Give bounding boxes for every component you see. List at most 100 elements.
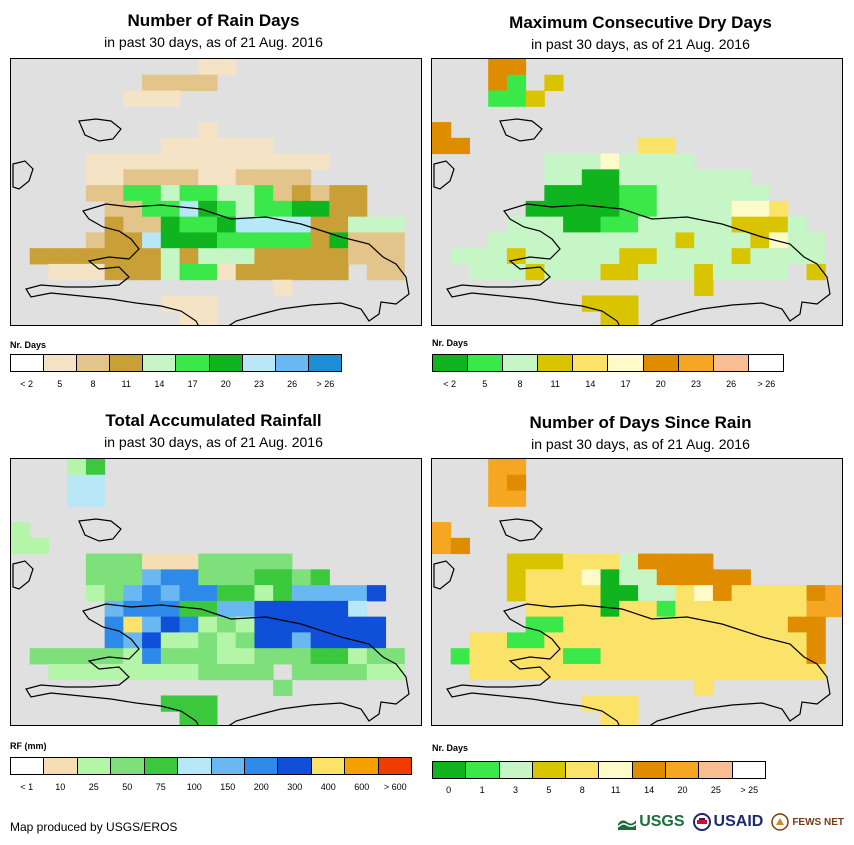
grid-cell bbox=[769, 663, 789, 681]
grid-cell bbox=[235, 616, 255, 633]
grid-cell bbox=[787, 616, 808, 633]
grid-cell bbox=[217, 248, 237, 265]
grid-cell bbox=[694, 600, 714, 618]
grid-cell bbox=[385, 263, 405, 281]
grid-cell bbox=[506, 632, 527, 649]
grid-cell bbox=[310, 185, 330, 202]
grid-cell bbox=[329, 263, 349, 281]
grid-cell bbox=[563, 185, 583, 202]
grid-cell bbox=[544, 169, 564, 186]
legend-swatch bbox=[209, 355, 243, 371]
grid-cell bbox=[235, 585, 255, 602]
legend-label: 5 bbox=[57, 379, 63, 389]
grid-cell bbox=[544, 600, 564, 618]
grid-cell bbox=[29, 537, 49, 555]
grid-cell bbox=[273, 585, 293, 602]
grid-cell bbox=[329, 600, 349, 618]
grid-cell bbox=[160, 263, 181, 281]
grid-cell bbox=[291, 663, 312, 681]
grid-cell bbox=[273, 185, 293, 202]
grid-cell bbox=[217, 553, 237, 570]
grid-cell bbox=[656, 616, 676, 633]
grid-cell bbox=[235, 600, 255, 618]
grid-cell bbox=[787, 600, 808, 618]
grid-cell bbox=[506, 74, 527, 92]
grid-cell bbox=[675, 632, 695, 649]
grid-cell bbox=[544, 263, 564, 281]
grid-cell bbox=[235, 632, 255, 649]
panel-subtitle: in past 30 days, as of 21 Aug. 2016 bbox=[531, 36, 750, 52]
grid-cell bbox=[254, 263, 274, 281]
grid-cell bbox=[160, 663, 181, 681]
legend-swatch bbox=[599, 762, 633, 778]
grid-cell bbox=[769, 263, 789, 281]
grid-cell bbox=[525, 648, 545, 665]
grid-cell bbox=[235, 137, 255, 155]
grid-cell bbox=[179, 153, 199, 170]
grid-cell bbox=[198, 553, 218, 570]
grid-cell bbox=[656, 569, 676, 586]
grid-cell bbox=[217, 153, 237, 170]
grid-cell bbox=[506, 248, 527, 265]
grid-cell bbox=[273, 569, 293, 586]
grid-cell bbox=[67, 459, 87, 476]
grid-cell bbox=[254, 553, 274, 570]
panel-title: Maximum Consecutive Dry Days bbox=[509, 13, 772, 32]
grid-cell bbox=[656, 185, 676, 202]
grid-cell bbox=[769, 248, 789, 265]
grid-cell bbox=[160, 153, 181, 170]
grid-cell bbox=[179, 74, 199, 92]
grid-cell bbox=[254, 169, 274, 186]
legend-swatch bbox=[11, 758, 45, 774]
grid-cell bbox=[581, 248, 602, 265]
grid-cell bbox=[273, 600, 293, 618]
grid-cell bbox=[525, 200, 545, 218]
grid-cell bbox=[329, 616, 349, 633]
grid-cell bbox=[525, 569, 545, 586]
fews-net-logo-icon bbox=[771, 813, 790, 831]
grid-cell bbox=[769, 648, 789, 665]
fews-logo: FEWS NET bbox=[771, 813, 844, 831]
grid-cell bbox=[731, 200, 751, 218]
island-outline bbox=[12, 160, 34, 190]
grid-cell bbox=[600, 695, 620, 712]
grid-cell bbox=[85, 553, 106, 570]
grid-cell bbox=[366, 632, 387, 649]
grid-cell bbox=[123, 553, 143, 570]
grid-cell bbox=[348, 248, 368, 265]
grid-cell bbox=[273, 279, 293, 296]
grid-cell bbox=[488, 663, 508, 681]
grid-cell bbox=[600, 600, 620, 618]
grid-cell bbox=[310, 600, 330, 618]
legend-swatch bbox=[77, 355, 111, 371]
grid-cell bbox=[104, 263, 124, 281]
grid-cell bbox=[600, 169, 620, 186]
grid-cell bbox=[563, 169, 583, 186]
grid-cell bbox=[581, 569, 602, 586]
grid-cell bbox=[104, 248, 124, 265]
grid-cell bbox=[104, 616, 124, 633]
grid-cell bbox=[160, 585, 181, 602]
legend-label: 300 bbox=[287, 782, 303, 792]
grid-cell bbox=[291, 600, 312, 618]
grid-cell bbox=[581, 232, 602, 249]
legend-swatch bbox=[643, 355, 679, 371]
grid-cell bbox=[123, 90, 143, 107]
grid-cell bbox=[179, 263, 199, 281]
grid-cell bbox=[544, 185, 564, 202]
grid-cell bbox=[731, 600, 751, 618]
grid-cell bbox=[712, 663, 733, 681]
grid-cell bbox=[198, 648, 218, 665]
grid-cell bbox=[67, 648, 87, 665]
grid-cell bbox=[694, 553, 714, 570]
grid-cell bbox=[544, 200, 564, 218]
panel-rain-days: Number of Rain Days in past 30 days, as … bbox=[0, 0, 427, 402]
grid-cell bbox=[506, 459, 527, 476]
grid-cell bbox=[694, 569, 714, 586]
grid-cell bbox=[750, 232, 770, 249]
grid-cell bbox=[600, 153, 620, 170]
legend-bar bbox=[432, 354, 784, 372]
legend-label: 150 bbox=[220, 782, 236, 792]
grid-cell bbox=[48, 663, 68, 681]
grid-cell bbox=[506, 585, 527, 602]
